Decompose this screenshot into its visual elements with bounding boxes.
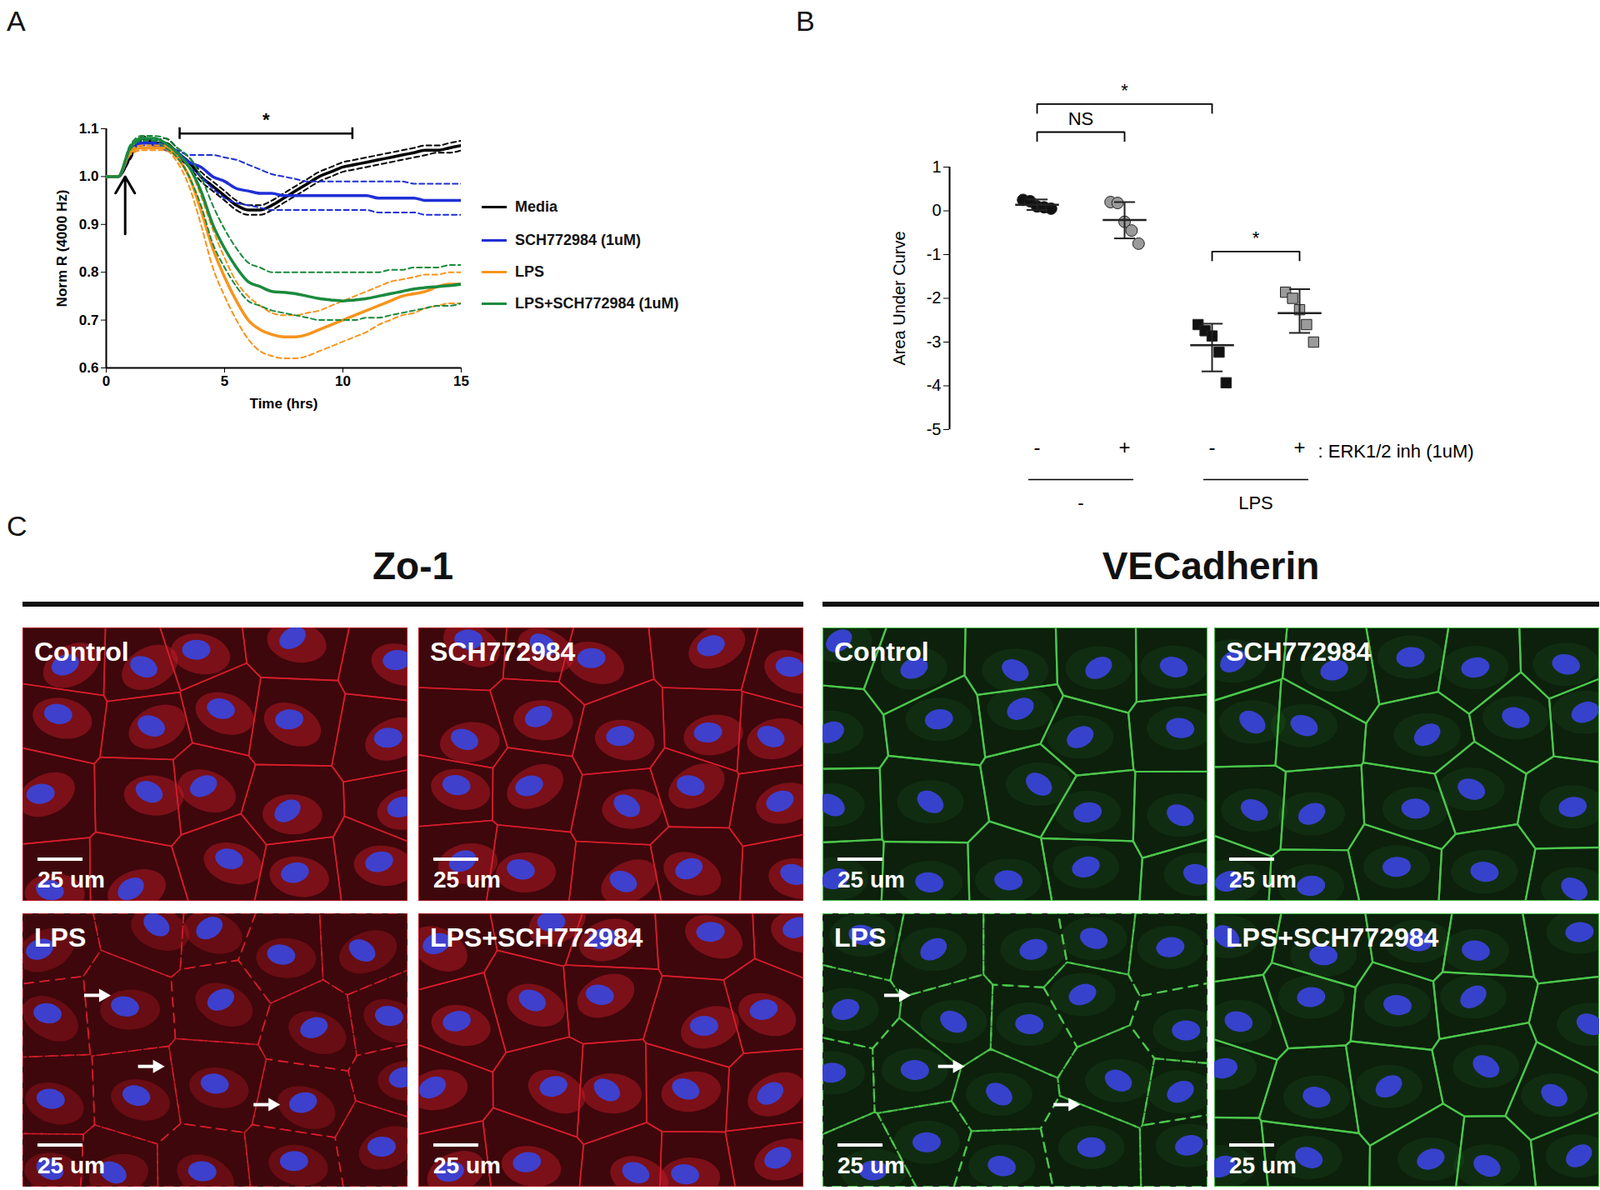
svg-text:Area Under Curve: Area Under Curve xyxy=(890,230,909,365)
svg-text:*: * xyxy=(1120,80,1129,101)
svg-text:25 um: 25 um xyxy=(37,866,105,893)
html-text:LPS+SCH772984 (1uM): LPS+SCH772984 (1uM) xyxy=(515,295,679,312)
html-text:Media: Media xyxy=(515,198,558,215)
html-text:A: A xyxy=(6,5,26,37)
svg-text:0.9: 0.9 xyxy=(79,216,100,233)
svg-text:15: 15 xyxy=(453,373,470,390)
svg-text:10: 10 xyxy=(335,373,351,390)
svg-text:0.8: 0.8 xyxy=(79,264,100,280)
svg-text:0.7: 0.7 xyxy=(79,312,100,329)
svg-text:-3: -3 xyxy=(926,332,942,351)
svg-text:*: * xyxy=(1252,227,1260,249)
svg-text:25 um: 25 um xyxy=(1229,1152,1297,1179)
svg-text:25 um: 25 um xyxy=(433,866,501,893)
svg-text:SCH772984: SCH772984 xyxy=(430,636,576,667)
svg-text:+: + xyxy=(1118,435,1130,459)
svg-text:1.0: 1.0 xyxy=(79,168,100,185)
svg-text:-: - xyxy=(1034,435,1041,459)
svg-text:0: 0 xyxy=(102,373,110,390)
html-text:Zo-1: Zo-1 xyxy=(372,544,454,588)
svg-text:25 um: 25 um xyxy=(837,1152,905,1179)
svg-text:Norm R (4000 Hz): Norm R (4000 Hz) xyxy=(54,190,70,308)
svg-text:0.6: 0.6 xyxy=(79,360,100,376)
html-text:C: C xyxy=(6,510,28,542)
svg-text:25 um: 25 um xyxy=(433,1152,501,1179)
svg-text:: ERK1/2 inh (1uM): : ERK1/2 inh (1uM) xyxy=(1318,440,1475,462)
html-text:SCH772984 (1uM): SCH772984 (1uM) xyxy=(515,231,641,249)
svg-text:SCH772984: SCH772984 xyxy=(1225,636,1372,667)
svg-text:+: + xyxy=(1293,435,1305,459)
svg-text:LPS+SCH772984: LPS+SCH772984 xyxy=(430,922,643,953)
svg-text:-: - xyxy=(1077,492,1084,514)
svg-text:25 um: 25 um xyxy=(1229,866,1297,893)
svg-text:Control: Control xyxy=(34,636,130,667)
svg-text:0: 0 xyxy=(931,200,941,220)
svg-text:*: * xyxy=(262,109,270,130)
svg-text:25 um: 25 um xyxy=(37,1152,105,1179)
svg-text:-2: -2 xyxy=(926,288,942,307)
svg-text:Time (hrs): Time (hrs) xyxy=(250,395,319,412)
svg-text:-: - xyxy=(1209,435,1216,459)
svg-text:1: 1 xyxy=(931,157,941,176)
svg-text:LPS: LPS xyxy=(834,922,886,953)
svg-text:-4: -4 xyxy=(926,375,942,395)
svg-text:LPS+SCH772984: LPS+SCH772984 xyxy=(1225,922,1439,953)
svg-text:-5: -5 xyxy=(926,420,942,439)
html-text:LPS: LPS xyxy=(515,263,545,280)
html-text:VECadherin: VECadherin xyxy=(1102,544,1320,588)
svg-text:LPS: LPS xyxy=(1238,492,1274,514)
svg-text:25 um: 25 um xyxy=(837,866,905,893)
html-text:B: B xyxy=(795,5,815,37)
svg-text:5: 5 xyxy=(220,373,229,390)
svg-text:NS: NS xyxy=(1068,108,1095,130)
svg-text:Control: Control xyxy=(834,636,930,667)
svg-text:-1: -1 xyxy=(926,245,942,264)
svg-text:1.1: 1.1 xyxy=(79,120,100,137)
svg-text:LPS: LPS xyxy=(34,922,86,953)
